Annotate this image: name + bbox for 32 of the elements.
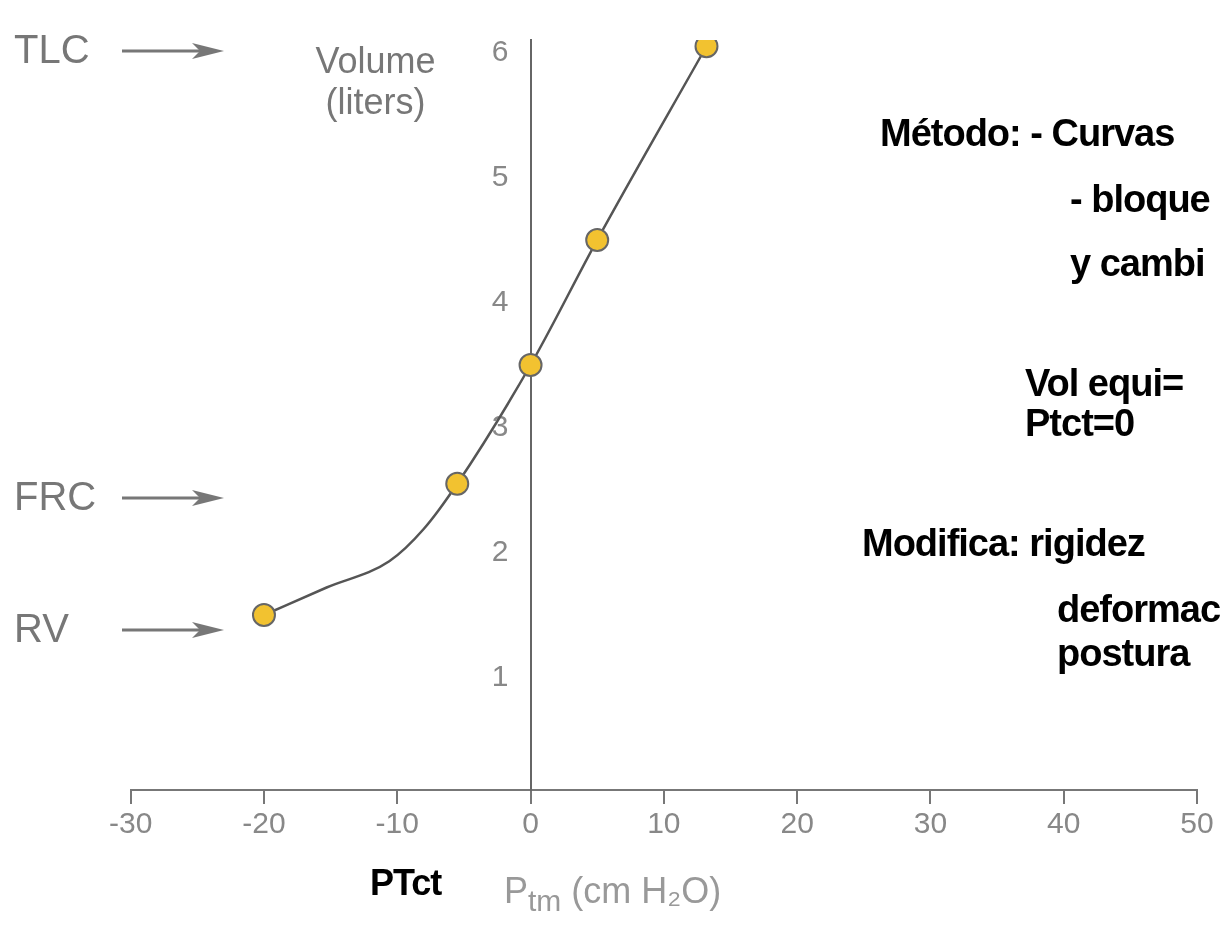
- y-tick-label: 6: [491, 33, 509, 67]
- y-tick-label: 4: [491, 283, 509, 317]
- annotation: deformac: [1057, 588, 1221, 631]
- x-tick-label: 40: [1047, 806, 1081, 840]
- point: [518, 353, 543, 377]
- text: RV: [14, 606, 69, 651]
- annotation: y cambi: [1070, 242, 1205, 285]
- x-axis-title: P$_{tm}$ (cm H₂O): [503, 870, 722, 919]
- annotation: - bloque: [1070, 178, 1210, 221]
- x-tick-label: 20: [780, 806, 814, 840]
- y-axis-title: Volume (liters): [314, 40, 437, 123]
- x-tick-label: 50: [1180, 806, 1214, 840]
- x-tick-label: 30: [913, 806, 948, 840]
- annotation: Método: - Curvas: [880, 112, 1175, 155]
- y-tick-label: 1: [491, 658, 509, 692]
- x-tick-label: -30: [109, 806, 153, 840]
- x-tick-label: 10: [647, 806, 681, 840]
- annotation: Vol equi=: [1025, 362, 1184, 405]
- y-tick-label: 5: [491, 158, 509, 192]
- x-tick-label: -20: [242, 806, 286, 840]
- y-tick-label: 2: [491, 533, 509, 567]
- annotation: postura: [1057, 632, 1190, 675]
- point: [445, 471, 470, 496]
- text: PTct: [370, 862, 442, 904]
- text: FRC: [14, 474, 97, 519]
- text: TLC: [14, 27, 90, 72]
- x-tick-label: -10: [375, 806, 419, 840]
- point: [251, 603, 276, 627]
- point: [585, 228, 610, 252]
- x-tick-label: 0: [522, 806, 539, 840]
- y-tick-label: 3: [491, 408, 509, 442]
- annotation: Modifica: rigidez: [862, 522, 1145, 565]
